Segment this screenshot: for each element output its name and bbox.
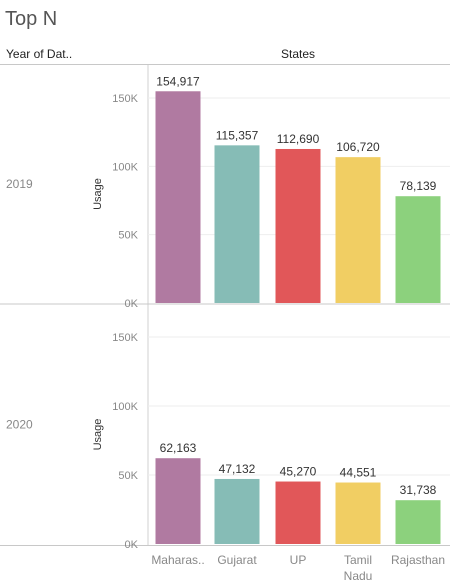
bar[interactable] xyxy=(395,500,441,544)
x-tick-label: Maharas.. xyxy=(151,553,204,567)
data-label: 45,270 xyxy=(280,465,317,479)
bar[interactable] xyxy=(395,196,441,303)
data-label: 62,163 xyxy=(160,441,197,455)
y-tick-label: 150K xyxy=(112,332,138,344)
year-label: 2019 xyxy=(6,177,33,191)
bar[interactable] xyxy=(335,157,381,303)
row-header[interactable]: Year of Dat.. xyxy=(6,47,73,61)
year-label: 2020 xyxy=(6,418,33,432)
y-axis-title: Usage xyxy=(92,419,104,451)
x-tick-label: Nadu xyxy=(344,569,373,583)
data-label: 78,139 xyxy=(400,179,437,193)
y-tick-label: 0K xyxy=(125,298,139,310)
bar[interactable] xyxy=(155,458,201,544)
chart-title: Top N xyxy=(5,8,58,30)
data-label: 112,690 xyxy=(277,132,320,146)
x-tick-label: UP xyxy=(290,553,307,567)
data-label: 44,551 xyxy=(340,466,377,480)
x-tick-label: Rajasthan xyxy=(391,553,445,567)
data-label: 106,720 xyxy=(336,140,380,154)
column-header-wrap: States xyxy=(0,47,450,61)
bar[interactable] xyxy=(214,478,260,544)
y-tick-label: 50K xyxy=(118,230,138,242)
header-divider xyxy=(0,64,450,65)
y-tick-label: 100K xyxy=(112,161,138,173)
bar[interactable] xyxy=(214,145,260,303)
data-label: 47,132 xyxy=(219,462,256,476)
column-header[interactable]: States xyxy=(280,47,316,61)
y-tick-label: 100K xyxy=(112,401,138,413)
bar[interactable] xyxy=(335,482,381,544)
data-label: 115,357 xyxy=(216,128,259,142)
y-tick-label: 0K xyxy=(125,539,139,551)
y-tick-label: 50K xyxy=(118,470,138,482)
bar[interactable] xyxy=(155,91,201,303)
x-tick-label: Tamil xyxy=(344,553,372,567)
y-tick-label: 150K xyxy=(112,93,138,105)
y-axis-title: Usage xyxy=(92,178,104,210)
x-tick-label: Gujarat xyxy=(217,553,257,567)
bar[interactable] xyxy=(275,481,321,544)
data-label: 154,917 xyxy=(156,74,200,88)
data-label: 31,738 xyxy=(400,483,437,497)
bar[interactable] xyxy=(275,148,321,303)
